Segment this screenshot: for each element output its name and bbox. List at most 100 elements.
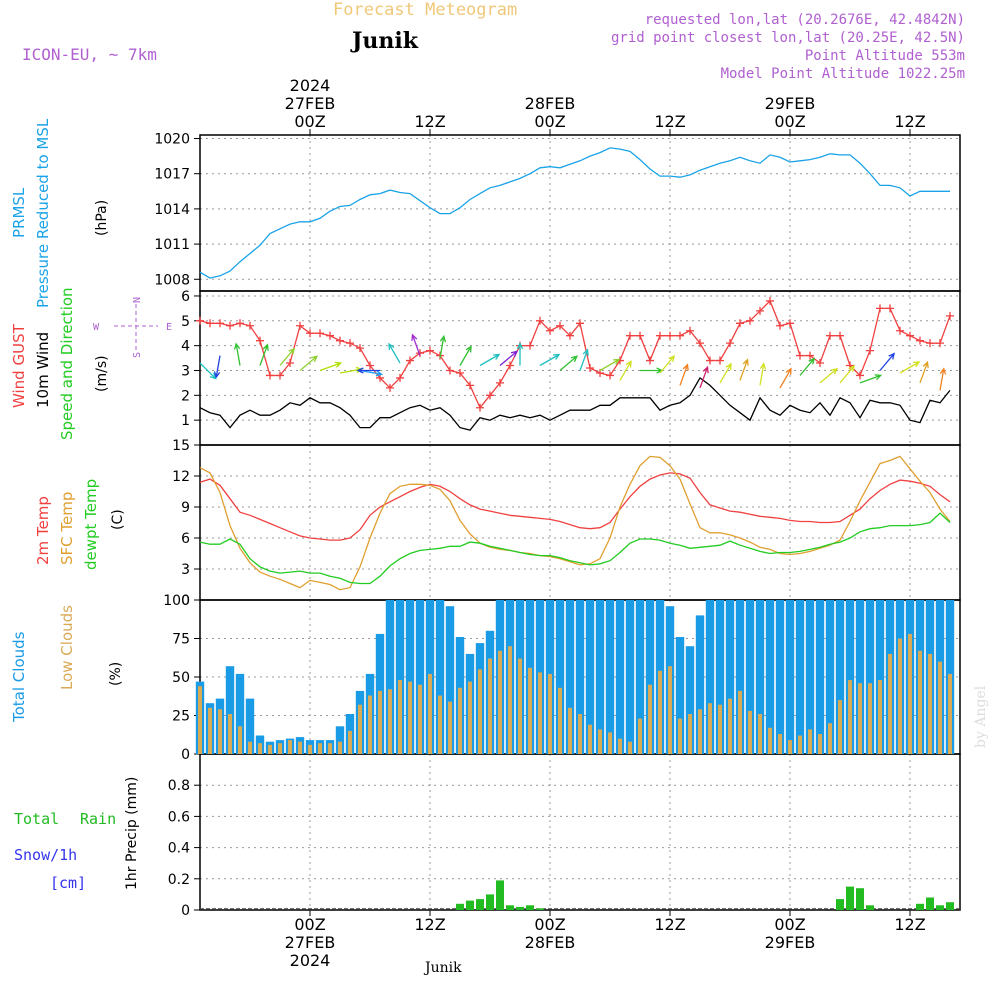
gust-marker xyxy=(286,359,294,368)
gust-marker xyxy=(226,321,234,330)
low-cloud-bar xyxy=(798,735,802,754)
low-cloud-bar xyxy=(628,741,632,754)
wind-arrow xyxy=(259,343,269,366)
low-cloud-bar xyxy=(438,695,442,754)
total-cloud-bar xyxy=(835,600,845,754)
low-cloud-bar xyxy=(278,743,282,754)
low-cloud-bar xyxy=(808,729,812,754)
compass-rose: W E N S xyxy=(93,297,172,358)
low-cloud-bar xyxy=(678,718,682,754)
gust-marker xyxy=(336,336,344,345)
gust-marker xyxy=(386,383,394,392)
low-cloud-bar xyxy=(388,689,392,754)
gust-marker xyxy=(366,361,374,370)
gust-marker xyxy=(706,356,714,365)
low-cloud-bar xyxy=(288,740,292,754)
low-cloud-bar xyxy=(268,744,272,754)
gust-marker xyxy=(406,356,414,365)
total-cloud-bar xyxy=(225,666,235,754)
low-cloud-bar xyxy=(668,666,672,754)
ytick-label-precip-3: 0.6 xyxy=(168,809,190,825)
gust-marker xyxy=(576,319,584,328)
gust-marker xyxy=(236,319,244,328)
gust-marker xyxy=(636,331,644,340)
total-cloud-bar xyxy=(615,600,625,754)
rain-bar xyxy=(926,897,934,910)
gust-marker xyxy=(876,304,884,313)
gust-marker xyxy=(696,339,704,348)
xtick-top-time-3: 12Z xyxy=(654,112,685,131)
low-cloud-bar xyxy=(708,703,712,754)
requested-lonlat: requested lon,lat (20.2676E, 42.4842N) xyxy=(645,12,965,28)
label-2m-temp: 2m Temp xyxy=(34,496,52,565)
gust-marker xyxy=(546,326,554,335)
wind-arrow xyxy=(899,361,921,374)
wind-arrow xyxy=(479,353,501,367)
total-cloud-bar xyxy=(795,600,805,754)
ytick-label-temp-0: 0 xyxy=(181,593,190,609)
location-title: Junik xyxy=(350,28,419,54)
total-cloud-bar xyxy=(645,600,655,754)
gust-marker xyxy=(316,329,324,338)
low-cloud-bar xyxy=(518,658,522,754)
gust-marker xyxy=(466,381,474,390)
low-cloud-bar xyxy=(248,741,252,754)
gust-marker xyxy=(786,319,794,328)
ytick-label-wind-0: 1 xyxy=(181,413,190,429)
gust-marker xyxy=(836,331,844,340)
ytick-label-temp-4: 12 xyxy=(172,469,190,485)
gust-marker xyxy=(896,326,904,335)
wind-arrow xyxy=(859,374,883,384)
total-cloud-bar xyxy=(845,600,855,754)
wind-arrow xyxy=(459,345,472,366)
rain-bar xyxy=(916,903,924,910)
low-cloud-bar xyxy=(738,690,742,754)
low-cloud-bar xyxy=(458,687,462,754)
gust-marker xyxy=(486,391,494,400)
total-cloud-bar xyxy=(235,673,245,754)
gust-marker xyxy=(326,331,334,340)
low-cloud-bar xyxy=(648,684,652,754)
rain-bar xyxy=(456,903,464,910)
low-cloud-bar xyxy=(688,714,692,754)
ytick-label-wind-2: 3 xyxy=(181,363,190,379)
wind-arrow xyxy=(839,364,856,384)
xtick-bottom-time-4: 00Z xyxy=(774,915,805,934)
low-cloud-bar xyxy=(308,744,312,754)
temp-dewpt-line xyxy=(199,512,951,585)
gust-marker xyxy=(416,349,424,358)
model-altitude: Model Point Altitude 1022.25m xyxy=(721,66,965,82)
total-cloud-bar xyxy=(625,600,635,754)
total-cloud-bar xyxy=(635,600,645,754)
ytick-label-pressure-1: 1011 xyxy=(154,237,190,253)
wind-arrow xyxy=(199,362,217,380)
wind-arrow xyxy=(619,360,632,381)
low-cloud-bar xyxy=(788,740,792,754)
gust-marker xyxy=(276,371,284,380)
gust-marker xyxy=(246,321,254,330)
xtick-bottom-time-2: 00Z xyxy=(534,915,565,934)
wind-arrow xyxy=(599,358,621,372)
label-precip-unit: 1hr Precip (mm) xyxy=(124,777,140,890)
ytick-label-temp-5: 15 xyxy=(172,438,190,454)
label-temp-unit: (C) xyxy=(110,509,126,530)
total-cloud-bar xyxy=(745,600,755,754)
total-cloud-bar xyxy=(875,600,885,754)
label-prmsl: PRMSL xyxy=(10,187,28,238)
gust-marker xyxy=(626,331,634,340)
total-cloud-bar xyxy=(705,600,715,754)
gust-marker xyxy=(666,331,674,340)
wind-arrow xyxy=(739,358,749,381)
total-cloud-bar xyxy=(755,600,765,754)
ytick-label-clouds-3: 75 xyxy=(172,632,190,648)
ytick-label-clouds-4: 100 xyxy=(163,593,190,609)
gust-marker xyxy=(646,356,654,365)
gust-marker xyxy=(886,304,894,313)
rain-bar xyxy=(846,886,854,910)
ytick-label-temp-1: 3 xyxy=(181,562,190,578)
wind-arrow xyxy=(759,362,767,386)
ytick-label-precip-0: 0 xyxy=(181,903,190,919)
low-cloud-bar xyxy=(368,695,372,754)
total-cloud-bar xyxy=(865,600,875,754)
label-rain: Rain xyxy=(80,810,116,828)
